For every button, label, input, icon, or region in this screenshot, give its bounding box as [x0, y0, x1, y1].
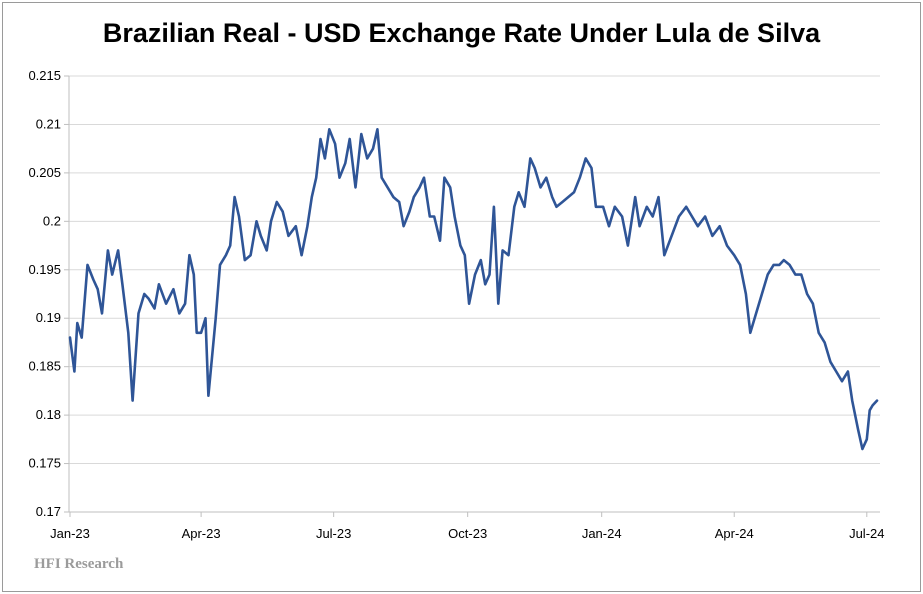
x-tick-label: Jan-24: [582, 526, 622, 541]
y-tick-label: 0.205: [28, 165, 61, 180]
chart-title: Brazilian Real - USD Exchange Rate Under…: [102, 18, 821, 48]
y-tick-label: 0.17: [36, 504, 61, 519]
y-tick-label: 0.18: [36, 407, 61, 422]
x-tick-label: Jul-23: [316, 526, 351, 541]
x-tick-label: Apr-23: [182, 526, 221, 541]
y-tick-label: 0.215: [28, 68, 61, 83]
x-tick-labels: Jan-23 Apr-23 Jul-23 Oct-23 Jan-24 Apr-24 Jul-…: [50, 526, 884, 541]
y-tick-label: 0.195: [28, 262, 61, 277]
x-tick-label: Jul-24: [849, 526, 884, 541]
y-tick-label: 0.19: [36, 310, 61, 325]
y-tick-label: 0.185: [28, 359, 61, 374]
gridlines: [64, 75, 880, 517]
x-tick-label: Jan-23: [50, 526, 90, 541]
y-tick-label: 0.175: [28, 456, 61, 471]
y-tick-label: 0.21: [36, 116, 61, 131]
series-line-brl-usd: [68, 128, 879, 451]
series-layer: [68, 128, 879, 451]
axes: [68, 76, 880, 513]
y-tick-labels: 0.17 0.175 0.18 0.185 0.19 0.195 0.2 0.205 0.21 0…: [28, 68, 61, 519]
x-tick-label: Oct-23: [448, 526, 487, 541]
y-tick-label: 0.2: [43, 213, 61, 228]
source-watermark: HFI Research: [34, 556, 124, 572]
x-tick-label: Apr-24: [715, 526, 754, 541]
